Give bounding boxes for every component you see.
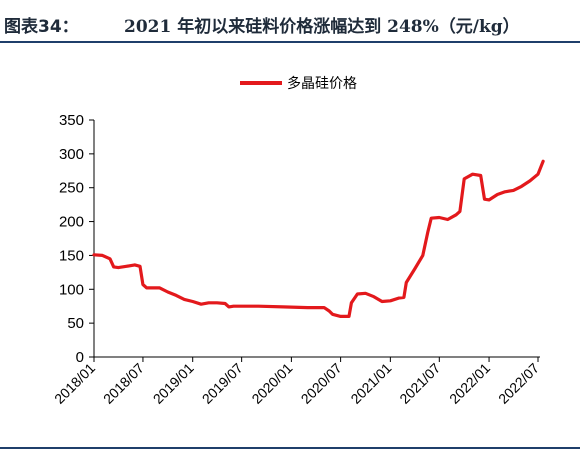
figure-label: 图表34： <box>4 17 79 37</box>
y-tick-label: 350 <box>59 112 84 129</box>
x-tick-label: 2022/07 <box>495 360 542 407</box>
y-tick-label: 0 <box>76 349 84 366</box>
x-tick-label: 2022/01 <box>446 360 493 407</box>
y-tick-label: 300 <box>59 146 84 163</box>
y-tick-label: 150 <box>59 247 84 264</box>
x-tick-label: 2020/07 <box>298 360 345 407</box>
x-tick-label: 2018/01 <box>51 360 98 407</box>
legend: 多晶硅价格 <box>240 75 357 92</box>
x-tick-label: 2021/01 <box>347 360 394 407</box>
y-tick-label: 100 <box>59 281 84 298</box>
x-tick-label: 2018/07 <box>100 360 147 407</box>
x-axis-ticks: 2018/01 2018/07 2019/01 2019/07 2020/01 2020/… <box>51 357 542 407</box>
figure-title: 2021 年初以来硅料价格涨幅达到 248%（元/kg） <box>124 17 520 37</box>
x-tick-label: 2021/07 <box>396 360 443 407</box>
y-tick-label: 200 <box>59 214 84 231</box>
y-axis-ticks: 0 50 100 150 200 250 300 350 <box>59 112 94 366</box>
y-tick-label: 50 <box>67 315 84 332</box>
x-tick-label: 2019/01 <box>150 360 197 407</box>
chart-axes <box>93 120 540 358</box>
x-tick-label: 2020/01 <box>248 360 295 407</box>
figure-header: 图表34： 2021 年初以来硅料价格涨幅达到 248%（元/kg） <box>0 0 580 44</box>
series-layer <box>92 159 545 318</box>
bottom-rule <box>0 447 580 449</box>
y-tick-label: 250 <box>59 180 84 197</box>
legend-label: 多晶硅价格 <box>287 75 357 92</box>
x-tick-label: 2019/07 <box>199 360 246 407</box>
series-line-0 <box>92 159 545 318</box>
top-rule <box>0 41 580 43</box>
